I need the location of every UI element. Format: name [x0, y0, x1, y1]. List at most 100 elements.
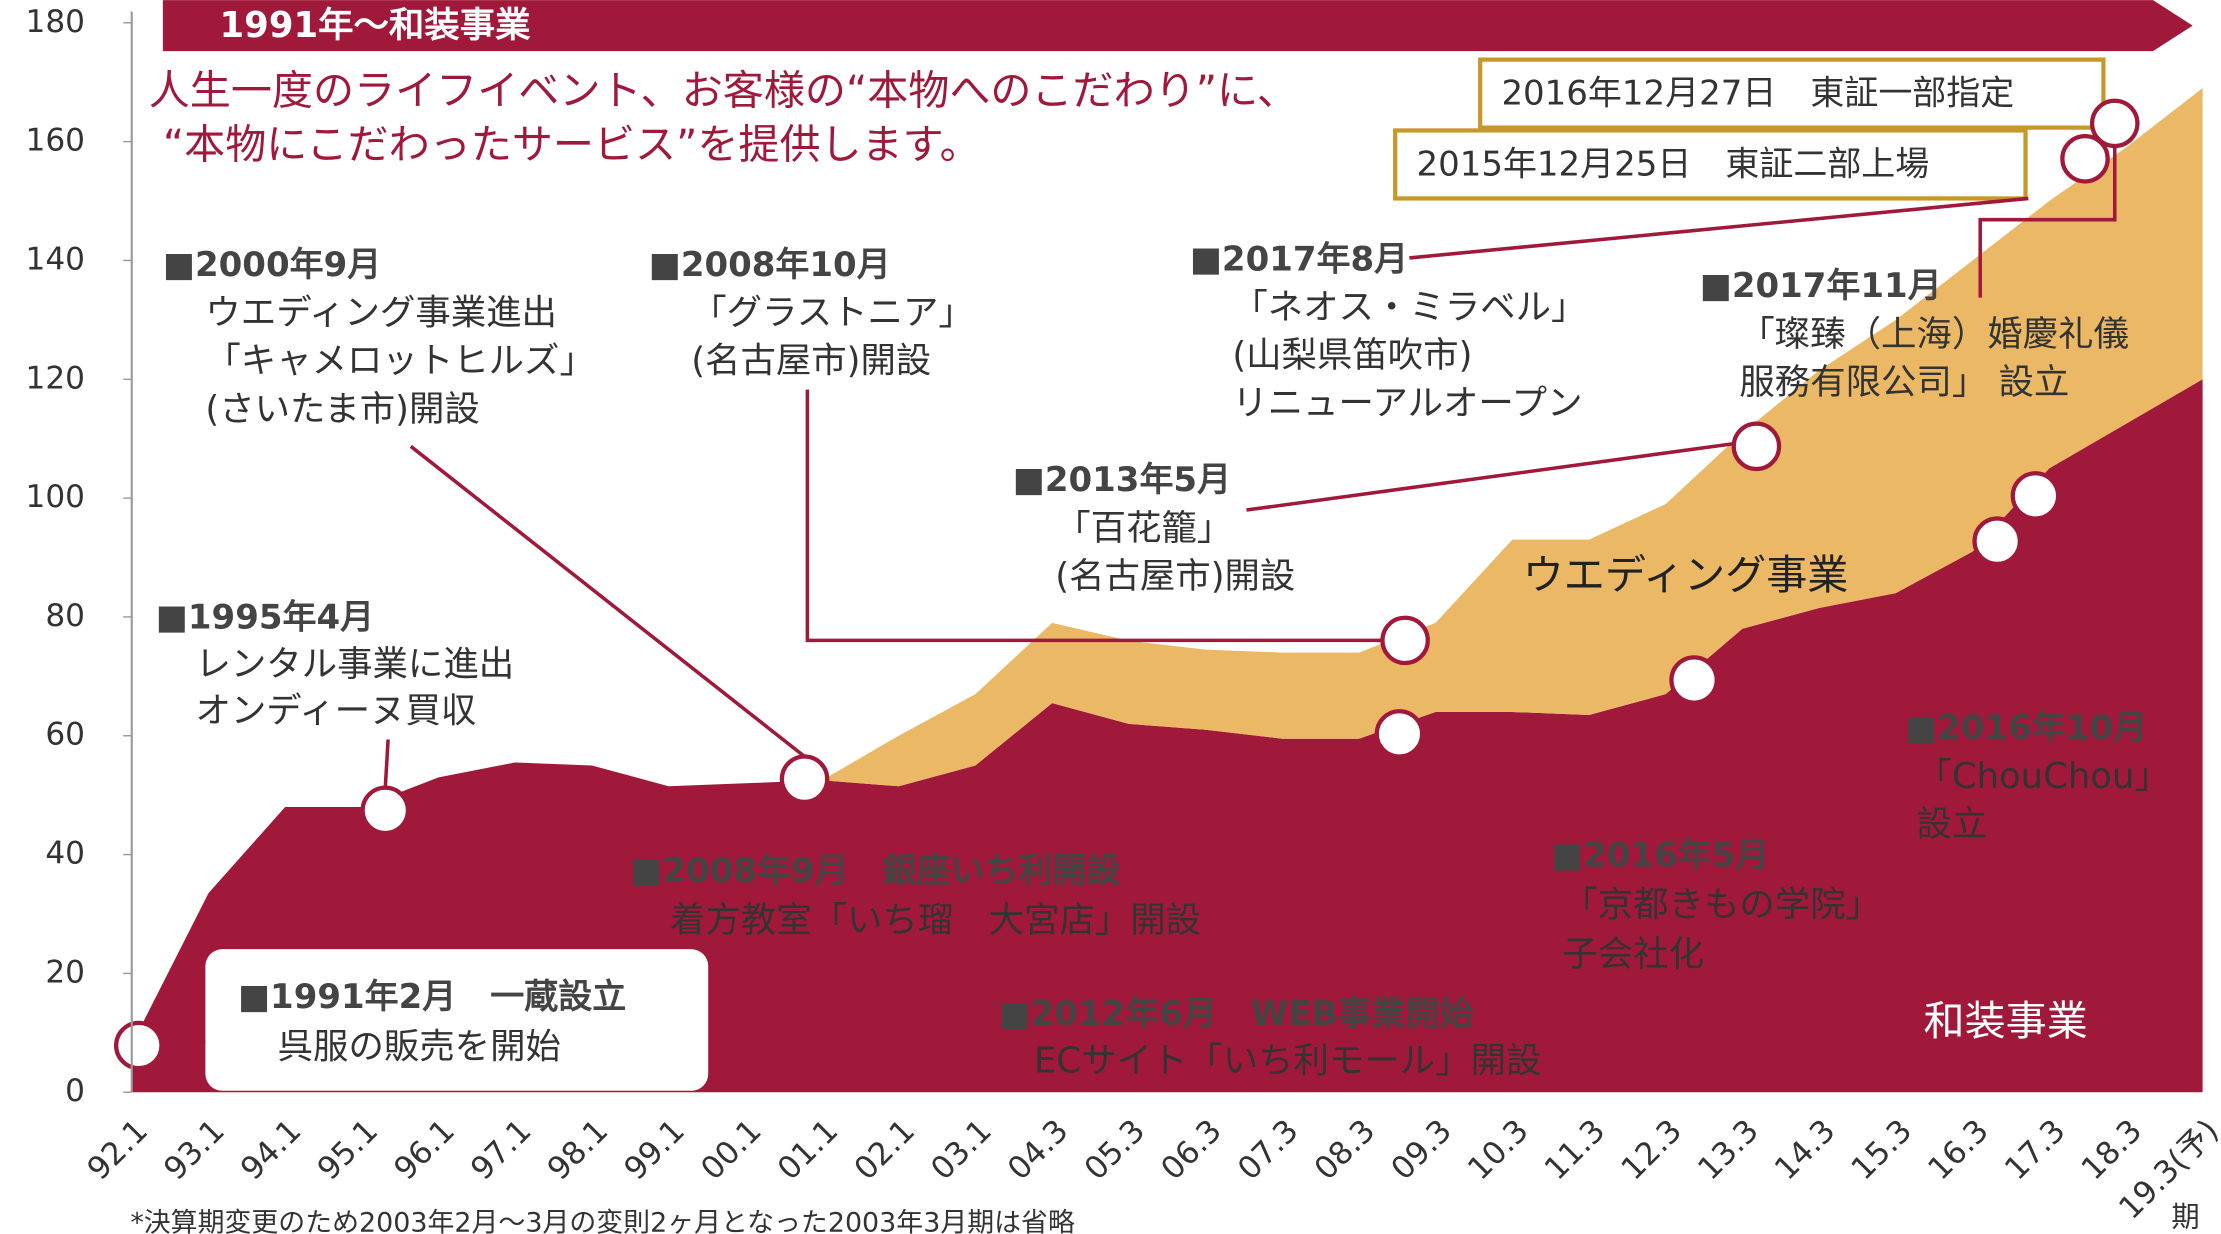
annotation-text: 「璨臻（上海）婚慶礼儀 [1739, 314, 2128, 355]
annotation-text: 「百花籠」 [1055, 508, 1232, 549]
annotation-text: 服務有限公司」 設立 [1739, 362, 2069, 403]
connector [1246, 441, 1736, 512]
x-tick-label: 08.3 [1308, 1113, 1383, 1188]
x-tick-label: 04.3 [1001, 1113, 1076, 1188]
annotation-text: 着方教室「いち瑠 大宮店」開設 [670, 900, 1201, 941]
x-tick-label: 07.3 [1231, 1113, 1306, 1188]
event-dot [1972, 516, 2022, 567]
milestone-box [1478, 57, 2106, 130]
x-tick-label: 14.3 [1768, 1113, 1843, 1188]
annotation-text: 「ChouChou」 [1916, 756, 2169, 797]
annotation-text: 「京都きもの学院」 [1562, 885, 1881, 926]
banner: 1991年～和装事業 [220, 5, 532, 46]
x-tick-label: 13.3 [1691, 1113, 1766, 1188]
annotation-heading: ■2016年10月 [1905, 708, 2147, 748]
event-dot [1374, 709, 1425, 759]
event-dot [2060, 133, 2110, 184]
annotation-text: 「キャメロットヒルズ」 [205, 341, 594, 382]
annotation-heading: ■1991年2月 一蔵設立 [238, 977, 626, 1017]
annotation-text: (さいたま市)開設 [205, 389, 479, 430]
y-tick-label: 120 [26, 360, 85, 396]
y-tick-label: 100 [26, 479, 85, 515]
connector [1409, 196, 2029, 260]
event-dot [1380, 615, 1430, 666]
event-dot [779, 754, 830, 804]
event-dot [1731, 421, 1782, 472]
x-tick-label: 97.1 [464, 1113, 539, 1188]
x-tick-label: 94.1 [234, 1113, 309, 1188]
connectors [162, 146, 2117, 1048]
annotation-text: 子会社化 [1562, 934, 1704, 975]
annotation-heading: ■1995年4月 [156, 598, 374, 638]
annotation-heading: ■2008年9月 銀座いち利開設 [630, 851, 1120, 891]
y-tick-label: 180 [26, 4, 85, 40]
x-tick-label: 05.3 [1078, 1113, 1153, 1188]
milestone: 2015年12月25日 東証二部上場 [1416, 144, 1929, 184]
banner-arrow [162, 0, 2193, 52]
x-tick-label: 11.3 [1538, 1113, 1613, 1188]
x-unit: 期 [2171, 1200, 2199, 1233]
connector [805, 389, 1383, 643]
x-tick-label: 03.1 [924, 1113, 999, 1188]
x-tick-label: 15.3 [1845, 1113, 1920, 1188]
x-tick-label: 09.3 [1384, 1113, 1459, 1188]
connector [409, 444, 806, 758]
event-dots [114, 98, 2140, 1071]
x-tick-label: 02.1 [848, 1113, 923, 1188]
annotation-text: リニューアルオープン [1232, 383, 1582, 424]
y-tick-label: 80 [45, 598, 85, 634]
event-dot [2089, 98, 2140, 149]
y-tick-label: 40 [45, 836, 85, 872]
x-tick-label: 99.1 [617, 1113, 692, 1188]
areas [131, 88, 2203, 1093]
annotation-text: (山梨県笛吹市) [1232, 335, 1472, 376]
series-label: 和装事業 [1924, 997, 2088, 1045]
footnote: *決算期変更のため2003年2月～3月の変則2ヶ月となった2003年3月期は省略 [130, 1207, 1075, 1234]
annotation-heading: ■2017年8月 [1190, 239, 1408, 279]
connector [162, 1039, 206, 1048]
event-dot [114, 1020, 164, 1071]
x-tick-label: 98.1 [541, 1113, 616, 1188]
connector [2006, 518, 2038, 709]
annotation-text: 設立 [1916, 804, 1987, 845]
x-tick-label: 16.3 [1921, 1113, 1996, 1188]
x-tick-label: 12.3 [1615, 1113, 1690, 1188]
annotation-text: (名古屋市)開設 [691, 341, 931, 382]
area [822, 88, 2203, 787]
x-tick-label: 96.1 [387, 1113, 462, 1188]
annotation-text: ECサイト「いち利モール」開設 [1034, 1040, 1541, 1081]
x-tick-label: 06.3 [1154, 1113, 1229, 1188]
connector [1316, 692, 1677, 979]
annotation-text: レンタル事業に進出 [195, 644, 514, 685]
y-tick-label: 60 [45, 717, 85, 753]
annotation-text: (名古屋市)開設 [1055, 556, 1295, 597]
annotation-text: ウエディング事業進出 [205, 293, 557, 334]
y-tick-label: 0 [65, 1073, 85, 1109]
annotation-heading: ■2016年5月 [1551, 836, 1769, 876]
annotation-text: オンディーヌ買収 [195, 691, 476, 732]
annotation-heading: ■2008年10月 [649, 245, 891, 285]
connector [383, 739, 390, 788]
connector [950, 756, 1402, 834]
x-tick-label: 95.1 [311, 1113, 386, 1188]
connector [1978, 146, 2117, 298]
annotation-heading: ■2000年9月 [163, 245, 381, 285]
annotation-text: 「グラストニア」 [691, 293, 974, 334]
x-tick-label: 10.3 [1461, 1113, 1536, 1188]
y-tick-label: 140 [26, 241, 85, 277]
milestone: 2016年12月27日 東証一部指定 [1501, 74, 2014, 114]
annotation-text: 呉服の販売を開始 [278, 1026, 561, 1067]
event-dot [360, 785, 411, 836]
annotation-heading: ■2013年5月 [1013, 460, 1231, 500]
x-tick-label: 00.1 [694, 1113, 769, 1188]
x-tick-label: 17.3 [1998, 1113, 2073, 1188]
x-tick-label: 92.1 [81, 1113, 156, 1188]
area [131, 379, 2203, 1093]
y-tick-label: 20 [45, 954, 85, 990]
annotation-heading: ■2017年11月 [1700, 266, 1942, 306]
x-tick-label: 93.1 [157, 1113, 232, 1188]
y-tick-label: 160 [26, 123, 85, 159]
milestone-box [1393, 128, 2028, 201]
